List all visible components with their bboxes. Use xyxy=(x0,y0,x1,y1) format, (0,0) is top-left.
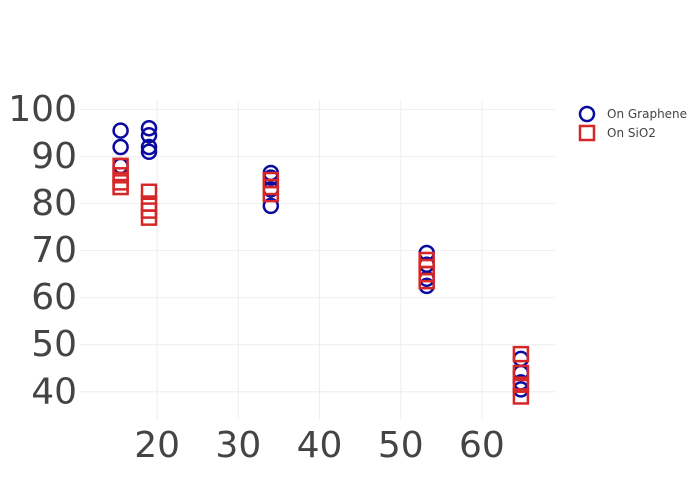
x-tick-label: 30 xyxy=(215,425,261,466)
graphene-data-point xyxy=(140,119,158,137)
graphene-data-point xyxy=(140,143,158,161)
sio2-data-point xyxy=(512,388,530,405)
legend-label: On Graphene xyxy=(607,107,687,121)
sio2-data-point xyxy=(112,178,129,196)
grid-lines xyxy=(80,100,555,420)
x-tick-label: 40 xyxy=(297,425,343,466)
x-axis-tick-labels: 20 30 40 50 60 xyxy=(134,425,505,466)
legend-item-graphene[interactable]: On Graphene xyxy=(578,105,687,123)
legend-label: On SiO2 xyxy=(607,126,656,140)
x-tick-label: 20 xyxy=(134,425,180,466)
legend-item-sio2[interactable]: On SiO2 xyxy=(578,124,656,142)
data-points xyxy=(112,119,530,405)
sio2-data-point xyxy=(112,157,129,175)
x-tick-label: 50 xyxy=(378,425,424,466)
legend-marker xyxy=(578,124,596,142)
sio2-data-point xyxy=(140,183,158,201)
y-axis-tick-labels: 40 50 60 70 80 90 100 xyxy=(8,89,77,412)
sio2-data-point xyxy=(512,345,530,363)
y-tick-label: 70 xyxy=(31,230,77,271)
graphene-data-point xyxy=(140,127,158,144)
y-tick-label: 60 xyxy=(31,277,77,318)
sio2-data-point xyxy=(262,185,280,203)
sio2-data-point xyxy=(418,272,435,290)
sio2-data-point xyxy=(140,209,158,226)
graphene-data-point xyxy=(262,197,280,215)
graphene-data-point xyxy=(112,138,129,156)
graphene-data-point xyxy=(140,138,158,156)
legend[interactable]: On Graphene On SiO2 xyxy=(578,105,687,142)
legend-marker xyxy=(578,105,596,123)
y-tick-label: 90 xyxy=(31,136,77,177)
sio2-data-point xyxy=(512,364,530,382)
y-tick-label: 50 xyxy=(31,324,77,365)
y-tick-label: 80 xyxy=(31,183,77,224)
x-tick-label: 60 xyxy=(459,425,505,466)
graphene-data-point xyxy=(112,122,129,139)
sio2-data-point xyxy=(512,376,530,393)
y-tick-label: 100 xyxy=(8,89,77,130)
y-tick-label: 40 xyxy=(31,371,77,412)
